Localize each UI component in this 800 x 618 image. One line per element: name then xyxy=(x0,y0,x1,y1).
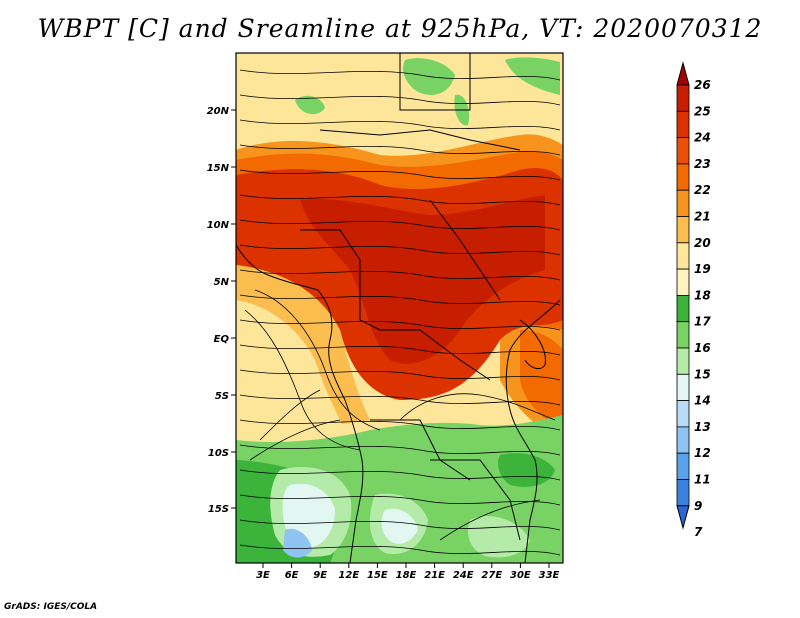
colorbar-swatch xyxy=(676,189,690,217)
lon-label: 18E xyxy=(396,570,417,581)
lat-label: 5N xyxy=(214,277,230,288)
lon-label: 9E xyxy=(313,570,327,581)
lat-label: EQ xyxy=(214,334,230,345)
colorbar-label: 22 xyxy=(694,183,711,197)
colorbar: 26 25 24 23 22 21 20 19 18 17 16 15 14 13 12 11 9 7 xyxy=(676,61,711,539)
lat-label: 15S xyxy=(208,504,229,515)
lon-label: 27E xyxy=(481,570,502,581)
colorbar-label: 21 xyxy=(694,210,711,224)
map-field xyxy=(236,53,563,563)
colorbar-label: 15 xyxy=(694,367,711,381)
lon-label: 33E xyxy=(539,570,560,581)
colorbar-label: 26 xyxy=(694,78,711,92)
lat-label: 10N xyxy=(207,220,230,231)
lon-label: 24E xyxy=(453,570,474,581)
lon-label: 21E xyxy=(424,570,445,581)
lon-label: 12E xyxy=(338,570,359,581)
colorbar-label: 25 xyxy=(694,104,711,118)
colorbar-swatch xyxy=(676,452,690,480)
colorbar-swatch xyxy=(676,321,690,349)
colorbar-swatch xyxy=(676,479,690,507)
lat-label: 10S xyxy=(208,448,229,459)
colorbar-label: 13 xyxy=(694,420,711,434)
map-title: WBPT [C] and Sreamline at 925hPa, VT: 20… xyxy=(37,14,763,43)
map-frame xyxy=(235,52,564,564)
colorbar-swatch xyxy=(676,110,690,139)
footer-credit: GrADS: IGES/COLA xyxy=(4,602,98,612)
colorbar-swatch xyxy=(676,242,690,270)
colorbar-swatch xyxy=(676,294,690,323)
colorbar-label: 7 xyxy=(694,525,703,539)
colorbar-label: 11 xyxy=(694,473,711,487)
lat-label: 15N xyxy=(207,163,230,174)
colorbar-swatch xyxy=(676,84,690,112)
colorbar-label: 12 xyxy=(694,446,711,460)
colorbar-label: 9 xyxy=(694,499,702,513)
colorbar-label: 18 xyxy=(694,288,711,302)
colorbar-swatch xyxy=(676,347,690,375)
lon-label: 6E xyxy=(285,570,299,581)
colorbar-swatch xyxy=(676,426,690,454)
colorbar-top-arrow xyxy=(676,61,690,86)
colorbar-swatch xyxy=(676,373,690,401)
lon-label: 15E xyxy=(367,570,388,581)
colorbar-swatch xyxy=(676,400,690,428)
colorbar-swatch xyxy=(676,268,690,296)
colorbar-label: 19 xyxy=(694,262,711,276)
colorbar-label: 14 xyxy=(694,394,711,408)
colorbar-swatch xyxy=(676,216,690,244)
colorbar-bottom-arrow xyxy=(676,505,690,530)
lat-label: 5S xyxy=(215,391,229,402)
lon-label: 30E xyxy=(510,570,531,581)
colorbar-label: 20 xyxy=(694,236,711,250)
colorbar-swatch xyxy=(676,137,690,165)
latitude-axis: 20N 15N 10N 5N EQ 5S 10S 15S xyxy=(207,106,236,515)
colorbar-label: 16 xyxy=(694,341,711,355)
lat-label: 20N xyxy=(207,106,230,117)
colorbar-label: 24 xyxy=(694,131,711,145)
longitude-axis: 3E 6E 9E 12E 15E 18E 21E 24E 27E 30E 33E xyxy=(256,563,560,581)
colorbar-swatch xyxy=(676,163,690,191)
lon-label: 3E xyxy=(256,570,270,581)
colorbar-label: 17 xyxy=(694,315,711,329)
colorbar-label: 23 xyxy=(694,157,711,171)
